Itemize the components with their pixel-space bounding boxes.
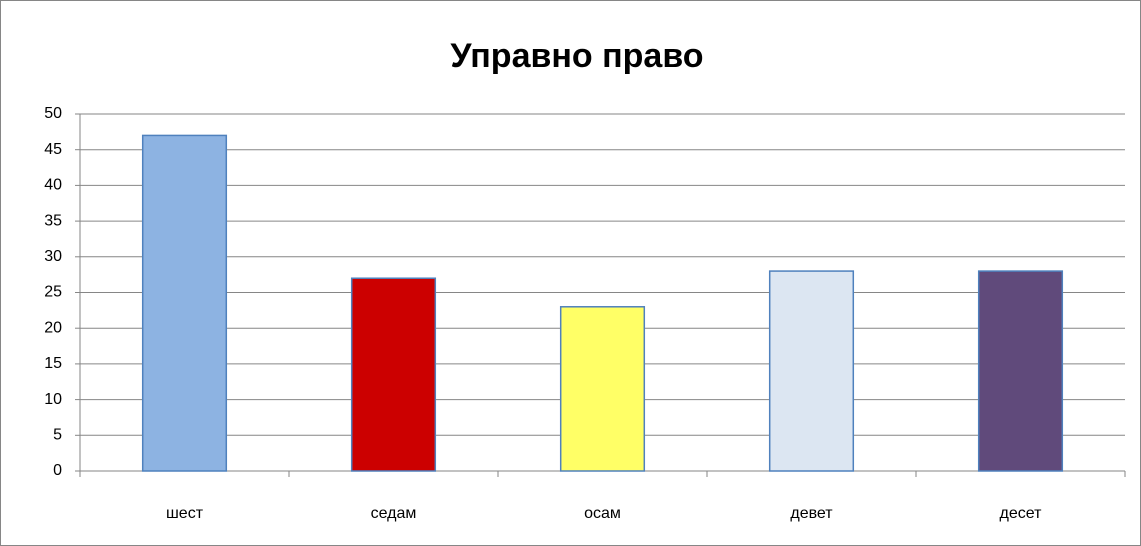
bar	[977, 270, 1064, 472]
y-tick-label: 25	[44, 284, 62, 301]
y-tick-label: 5	[53, 427, 62, 444]
y-tick-label: 50	[44, 105, 62, 122]
bar	[559, 306, 646, 472]
y-tick-label: 15	[44, 355, 62, 372]
x-tick-label: шест	[166, 505, 204, 522]
x-tick-label: девет	[790, 505, 833, 522]
x-tick-label: осам	[584, 505, 621, 522]
y-tick-label: 30	[44, 248, 62, 265]
bar	[768, 270, 855, 472]
chart-title: Управно право	[450, 37, 703, 75]
y-tick-label: 35	[44, 212, 62, 229]
y-tick-label: 10	[44, 391, 62, 408]
y-tick-label: 45	[44, 141, 62, 158]
y-tick-label: 0	[53, 462, 62, 479]
bar	[350, 277, 437, 472]
y-tick-label: 20	[44, 319, 62, 336]
x-tick-label: седам	[371, 505, 417, 522]
bar	[141, 134, 228, 472]
y-tick-label: 40	[44, 177, 62, 194]
x-tick-label: десет	[1000, 505, 1043, 522]
